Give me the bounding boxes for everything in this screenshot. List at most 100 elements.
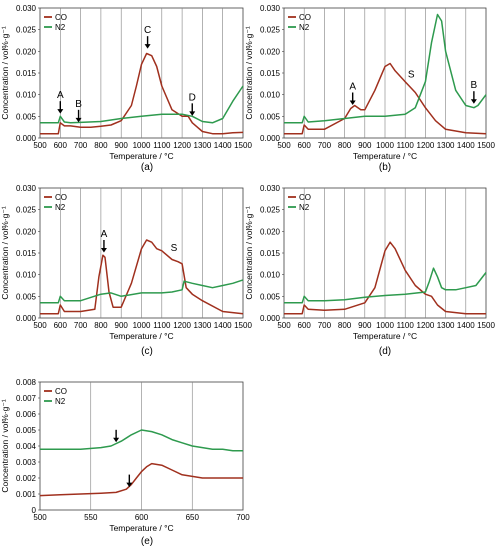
- x-tick-label: 1200: [417, 321, 435, 330]
- x-tick-label: 1400: [457, 141, 475, 150]
- x-axis-label: Temperature / °C: [109, 331, 173, 341]
- x-tick-label: 600: [54, 321, 68, 330]
- legend-label-n2: N2: [55, 397, 66, 406]
- x-tick-label: 1100: [153, 321, 171, 330]
- y-tick-label: 0: [32, 506, 37, 515]
- x-tick-label: 1300: [437, 321, 455, 330]
- panel-caption: (c): [141, 346, 153, 357]
- legend-label-n2: N2: [55, 23, 66, 32]
- x-tick-label: 550: [84, 513, 98, 522]
- y-tick-label: 0.025: [16, 206, 37, 215]
- series-line-co: [284, 62, 487, 135]
- series-line-co: [39, 462, 243, 497]
- annotation-label: B: [471, 80, 478, 91]
- panel-d: 500 600 700 800 900 1000 1100 1200 1300 1400 1500 0…: [244, 184, 495, 357]
- x-tick-label: 1000: [376, 141, 394, 150]
- y-tick-label: 0.008: [16, 378, 37, 387]
- y-tick-label: 0.010: [260, 91, 281, 100]
- annotation-label: A: [57, 90, 64, 101]
- y-tick-label: 0.005: [260, 112, 281, 121]
- y-tick-label: 0.005: [16, 426, 37, 435]
- series-line-n2: [40, 429, 243, 452]
- panel-caption: (b): [379, 162, 391, 173]
- x-tick-label: 700: [74, 141, 88, 150]
- y-tick-label: 0.025: [260, 26, 281, 35]
- y-axis-label: Concentration / vol%·g⁻¹: [244, 26, 254, 119]
- legend-label-co: CO: [299, 13, 311, 22]
- x-tick-label: 1200: [173, 321, 191, 330]
- legend-label-n2: N2: [55, 203, 66, 212]
- y-tick-label: 0.010: [16, 271, 37, 280]
- x-tick-label: 600: [298, 321, 312, 330]
- annotation-label: A: [101, 229, 108, 240]
- x-tick-label: 600: [54, 141, 68, 150]
- annotation-arrow-head: [75, 117, 82, 123]
- annotation-label: S: [171, 243, 178, 254]
- x-tick-label: 900: [115, 141, 129, 150]
- series-line-n2: [284, 267, 487, 304]
- x-tick-label: 900: [115, 321, 129, 330]
- y-tick-label: 0.020: [260, 227, 281, 236]
- x-tick-label: 600: [298, 141, 312, 150]
- y-axis-label: Concentration / vol%·g⁻¹: [0, 206, 10, 299]
- annotation-arrow-head: [126, 482, 133, 488]
- x-axis-label: Temperature / °C: [353, 331, 417, 341]
- x-tick-label: 700: [318, 141, 332, 150]
- x-tick-label: 500: [277, 141, 291, 150]
- y-tick-label: 0.020: [16, 47, 37, 56]
- y-tick-label: 0.002: [16, 474, 37, 483]
- panel-b: 500 600 700 800 900 1000 1100 1200 1300 1400 1500 0…: [244, 4, 495, 173]
- x-tick-label: 700: [318, 321, 332, 330]
- y-tick-label: 0.030: [260, 4, 281, 13]
- x-tick-label: 1400: [214, 141, 232, 150]
- annotation-label: S: [408, 69, 415, 80]
- x-tick-label: 800: [338, 321, 352, 330]
- x-axis-label: Temperature / °C: [353, 151, 417, 161]
- x-tick-label: 500: [33, 141, 47, 150]
- x-tick-label: 500: [33, 321, 47, 330]
- series-line-n2: [40, 279, 244, 304]
- x-tick-label: 700: [74, 321, 88, 330]
- annotation-label: D: [189, 92, 196, 103]
- y-tick-label: 0.015: [16, 249, 37, 258]
- x-tick-label: 1300: [437, 141, 455, 150]
- y-tick-label: 0.015: [260, 249, 281, 258]
- x-tick-label: 1500: [234, 321, 252, 330]
- series-line-n2: [40, 85, 244, 124]
- x-tick-label: 1300: [194, 141, 212, 150]
- x-tick-label: 1100: [397, 141, 415, 150]
- x-tick-label: 1500: [234, 141, 252, 150]
- x-tick-label: 1400: [457, 321, 475, 330]
- x-tick-label: 1000: [376, 321, 394, 330]
- series-line-co: [284, 241, 486, 315]
- y-tick-label: 0.030: [16, 184, 37, 193]
- x-axis-label: Temperature / °C: [109, 523, 173, 533]
- x-tick-label: 700: [236, 513, 250, 522]
- y-tick-label: 0.020: [260, 47, 281, 56]
- legend-label-co: CO: [299, 193, 311, 202]
- x-tick-label: 1100: [397, 321, 415, 330]
- x-tick-label: 800: [94, 321, 108, 330]
- legend-label-co: CO: [55, 387, 67, 396]
- y-tick-label: 0.030: [16, 4, 37, 13]
- x-tick-label: 500: [33, 513, 47, 522]
- legend-label-n2: N2: [299, 203, 310, 212]
- x-tick-label: 1400: [214, 321, 232, 330]
- x-tick-label: 1500: [477, 321, 495, 330]
- annotation-arrow-head: [57, 109, 64, 114]
- panel-caption: (e): [141, 536, 153, 547]
- y-tick-label: 0.030: [260, 184, 281, 193]
- panel-caption: (d): [379, 346, 391, 357]
- x-tick-label: 1200: [417, 141, 435, 150]
- series-line-n2: [284, 13, 487, 124]
- x-tick-label: 1100: [153, 141, 171, 150]
- y-tick-label: 0.005: [16, 292, 37, 301]
- y-tick-label: 0.025: [16, 26, 37, 35]
- x-tick-label: 1500: [477, 141, 495, 150]
- x-tick-label: 500: [277, 321, 291, 330]
- x-tick-label: 650: [186, 513, 200, 522]
- x-tick-label: 1000: [133, 141, 151, 150]
- annotation-arrow-head: [189, 111, 196, 116]
- y-tick-label: 0.015: [260, 69, 281, 78]
